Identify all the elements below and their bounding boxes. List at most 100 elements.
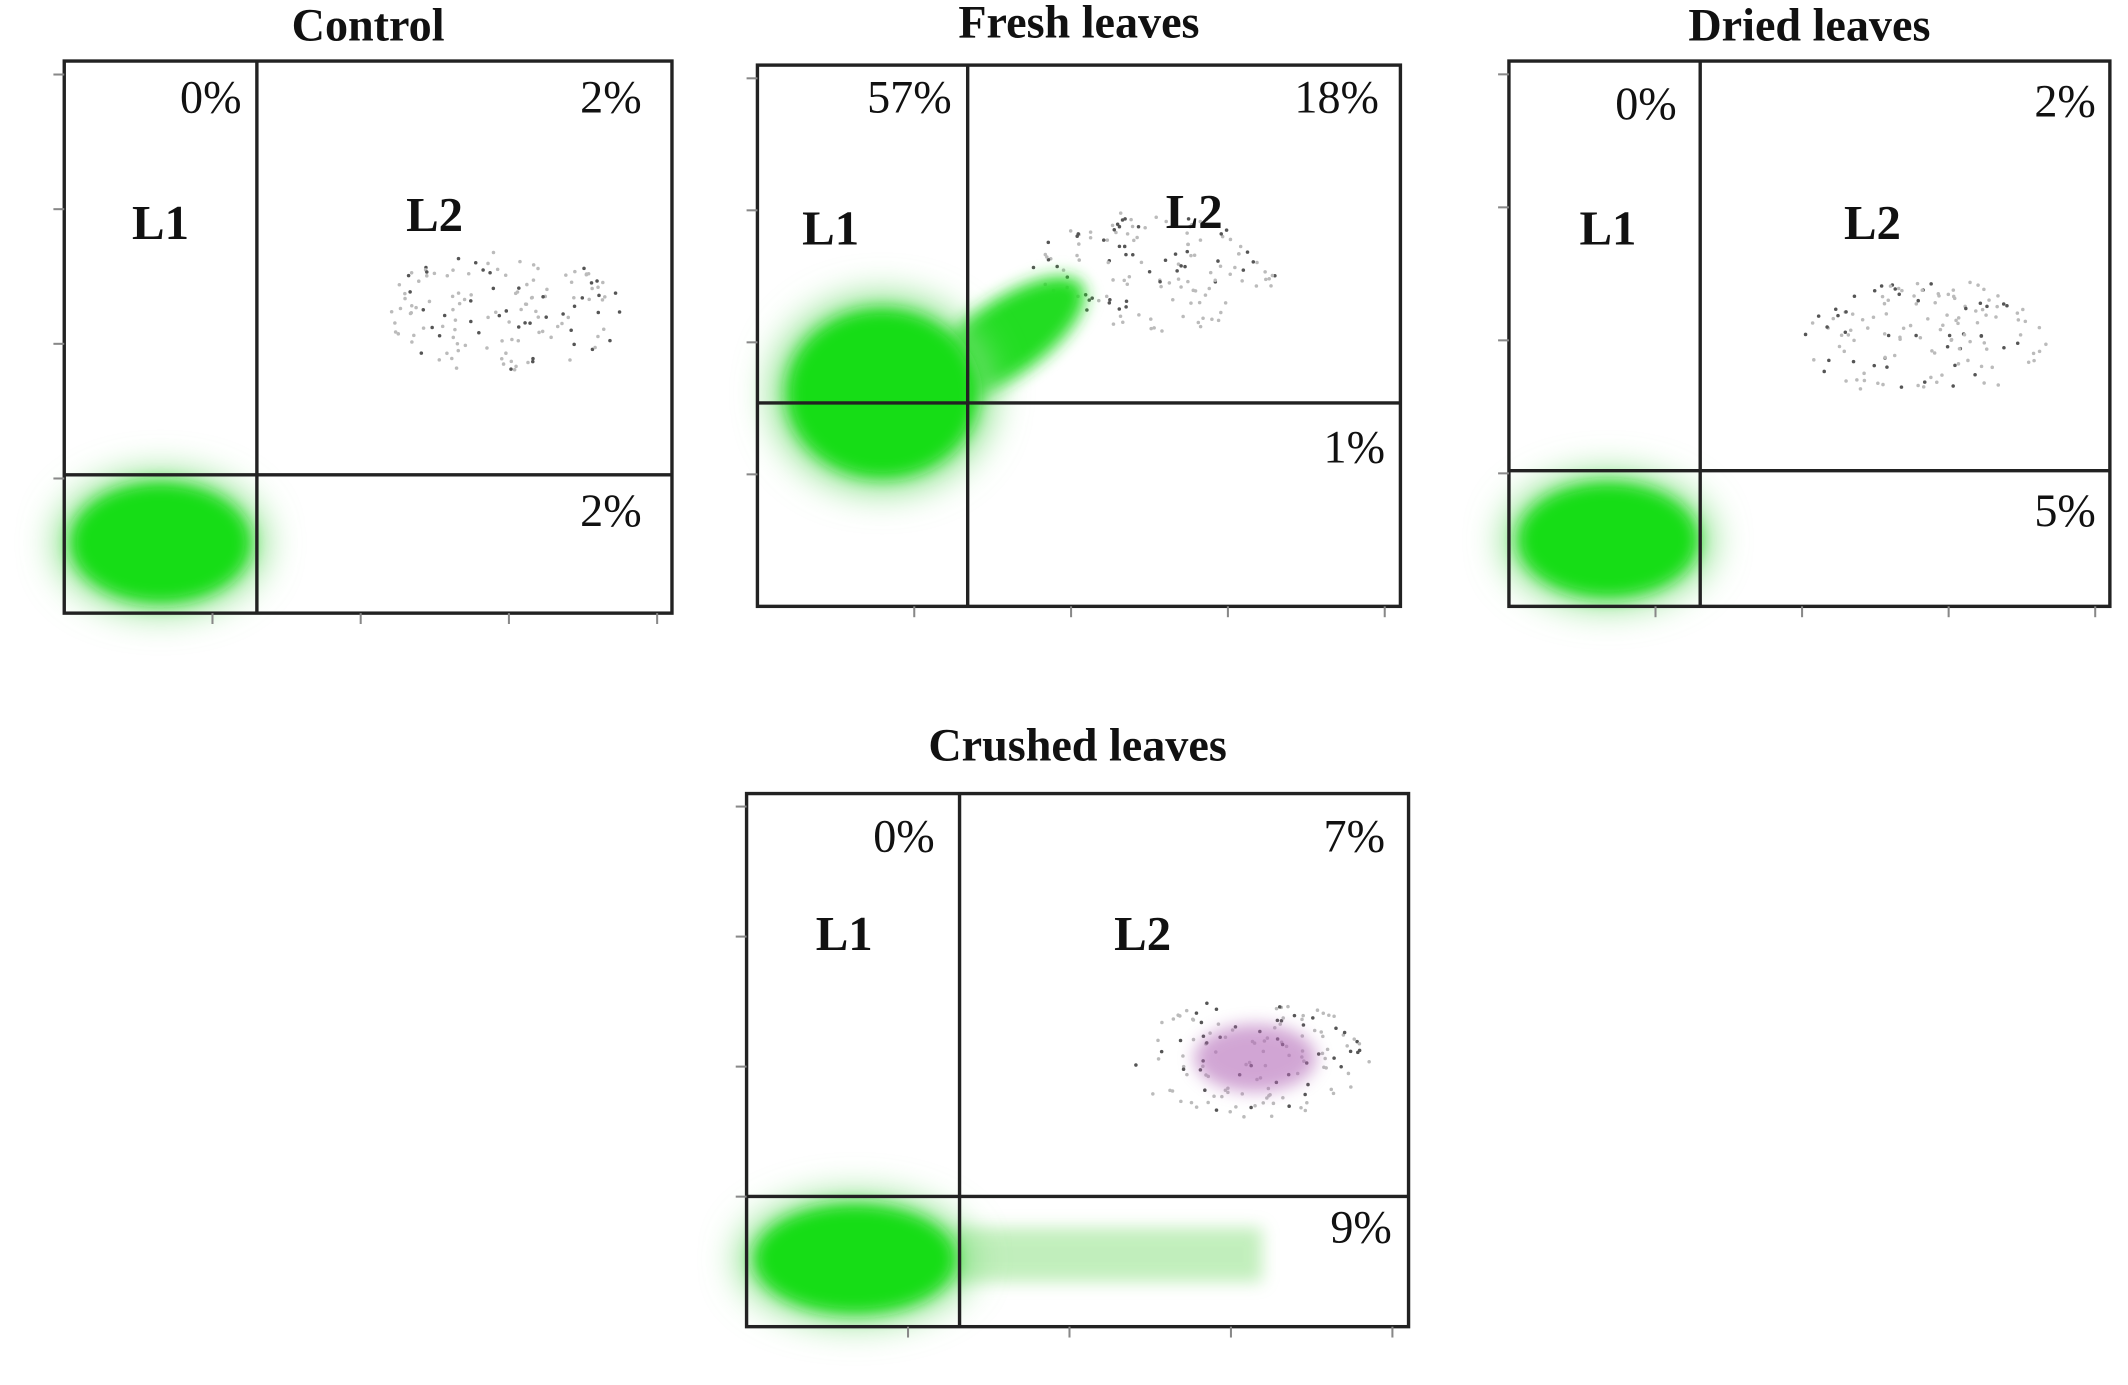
event-dot xyxy=(1077,258,1081,262)
event-dot xyxy=(1916,298,1920,303)
event-dot xyxy=(1179,1099,1183,1104)
event-dot xyxy=(421,326,426,330)
event-dot xyxy=(456,348,461,353)
event-dot xyxy=(491,286,496,291)
event-dot xyxy=(516,338,521,343)
event-dot xyxy=(2037,325,2042,330)
event-dot xyxy=(455,342,460,346)
event-dot xyxy=(1329,1087,1334,1092)
event-dot xyxy=(1872,363,1877,368)
event-dot xyxy=(596,285,600,290)
event-dot xyxy=(613,291,618,295)
event-dot xyxy=(1996,383,2001,387)
event-dot xyxy=(1930,349,1934,353)
event-dot xyxy=(1321,1034,1325,1039)
event-dot xyxy=(1932,351,1937,355)
event-dot xyxy=(1978,301,1983,306)
event-dot xyxy=(1212,1094,1216,1099)
event-dot xyxy=(1803,332,1808,337)
event-dot xyxy=(1331,1091,1336,1096)
event-dot xyxy=(596,334,600,339)
event-dot xyxy=(1189,301,1193,305)
event-dot xyxy=(1068,229,1073,233)
event-dot xyxy=(1154,215,1158,220)
plot-frame xyxy=(1507,59,2112,609)
event-dot xyxy=(1061,268,1066,272)
event-dot xyxy=(1922,380,1927,384)
event-dot xyxy=(1884,312,1889,316)
region-label: L2 xyxy=(1114,906,1171,961)
event-dot xyxy=(1901,326,1906,331)
event-dot xyxy=(1214,1007,1219,1011)
event-dot xyxy=(568,358,572,362)
event-dot xyxy=(1205,1001,1209,1005)
event-dot xyxy=(1822,369,1826,374)
event-dot xyxy=(1124,299,1129,304)
event-dot xyxy=(1223,1088,1228,1093)
panel-title: Dried leaves xyxy=(1688,0,1930,50)
event-dot xyxy=(1320,1051,1325,1056)
event-dot xyxy=(1220,1094,1224,1099)
event-blob xyxy=(787,309,978,478)
event-dot xyxy=(1941,323,1945,328)
event-dot xyxy=(1940,373,1944,377)
quadrant-percent: 2% xyxy=(580,485,641,536)
event-dot xyxy=(389,309,394,314)
event-dot xyxy=(1185,231,1189,235)
event-dot xyxy=(445,351,449,356)
event-dot xyxy=(1886,333,1891,338)
event-dot xyxy=(1321,1011,1326,1016)
event-dot xyxy=(2016,318,2021,322)
event-dot xyxy=(1896,286,1901,291)
event-dot xyxy=(1255,260,1259,265)
plot-frame xyxy=(744,791,1411,1329)
event-dot xyxy=(1214,1108,1219,1112)
event-dot xyxy=(1193,289,1198,293)
event-dot xyxy=(549,335,553,340)
event-dot xyxy=(1339,1064,1343,1069)
event-dot xyxy=(1241,268,1246,272)
event-dot xyxy=(1167,281,1172,285)
event-dot xyxy=(1198,324,1203,329)
event-dot xyxy=(2002,345,2006,350)
event-dot xyxy=(1178,1014,1182,1018)
event-dot xyxy=(603,295,607,299)
event-dot xyxy=(1881,382,1885,387)
event-dot xyxy=(416,279,421,283)
event-dot xyxy=(1087,298,1091,302)
event-dot xyxy=(1183,264,1187,269)
event-dot xyxy=(1171,297,1175,302)
event-dot xyxy=(1112,227,1117,232)
event-dot xyxy=(1872,289,1877,293)
event-dot xyxy=(1270,273,1275,278)
event-dot xyxy=(1352,1037,1357,1041)
event-dot xyxy=(1269,1114,1274,1118)
event-dot xyxy=(531,356,535,361)
event-dot xyxy=(516,325,521,329)
plot-frame xyxy=(755,63,1403,609)
event-dot xyxy=(1833,307,1838,312)
event-dot xyxy=(1101,238,1106,242)
event-dot xyxy=(1085,308,1089,312)
event-dot xyxy=(1228,237,1233,242)
event-dot xyxy=(491,250,496,255)
event-dot xyxy=(601,327,606,332)
event-dot xyxy=(1968,339,1972,344)
event-dot xyxy=(1949,338,1954,342)
event-dot xyxy=(1842,349,1847,354)
event-dot xyxy=(1237,252,1241,256)
event-dot xyxy=(503,273,508,278)
event-dot xyxy=(526,360,530,365)
event-dot xyxy=(1279,1019,1284,1023)
event-dot xyxy=(1097,298,1101,303)
event-dot xyxy=(2044,342,2048,347)
event-dot xyxy=(1287,1104,1291,1108)
event-dot xyxy=(1882,332,1887,336)
event-dot xyxy=(1852,338,1856,343)
event-dot xyxy=(1273,273,1277,278)
region-label: L1 xyxy=(1579,201,1636,256)
event-dot xyxy=(541,295,545,299)
event-dot xyxy=(1871,315,1876,320)
quadrant-percent: 0% xyxy=(1615,78,1676,129)
